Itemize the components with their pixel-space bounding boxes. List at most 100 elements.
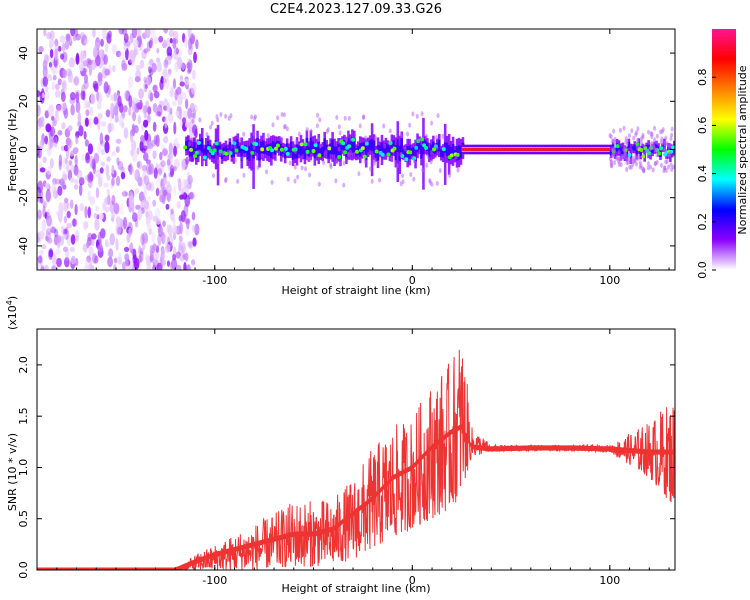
spectrogram-noise-cell <box>145 214 150 225</box>
spectrogram-noise-cell <box>187 174 193 185</box>
spectrogram-halo-cell <box>436 113 440 119</box>
spectrogram-peak <box>388 140 393 145</box>
spectrogram-noise-cell <box>65 33 71 42</box>
spectrogram-noise-cell <box>183 203 189 217</box>
spectrogram-noise-cell <box>43 54 49 65</box>
spectrogram-noise-cell <box>94 218 100 231</box>
spectrogram-noise-cell <box>175 110 180 117</box>
spectrogram-tone-core <box>583 148 587 151</box>
spectrogram-halo-cell <box>316 112 320 118</box>
spectrogram-halo-cell <box>412 176 416 182</box>
spectrogram-band-core <box>386 144 390 153</box>
spectrogram-noise-cell <box>84 205 88 219</box>
spectrogram-noise-cell <box>55 83 60 91</box>
spectrogram-noise-cell <box>92 253 98 264</box>
spectrogram-halo-cell <box>219 112 223 118</box>
spectrogram-noise-cell <box>45 90 50 101</box>
spectrogram-halo-cell <box>649 164 653 170</box>
spectrogram-halo-cell <box>347 115 351 121</box>
spectrogram-noise-cell <box>111 177 115 187</box>
spectrogram-noise-cell <box>37 209 42 220</box>
spectrogram-halo-cell <box>324 149 328 155</box>
spectrogram-noise-cell <box>84 175 90 181</box>
spectrogram-noise-cell <box>144 29 151 39</box>
spectrogram-noise-cell <box>55 248 61 256</box>
spectrogram-noise-cell <box>38 45 44 53</box>
spectrogram-band-core <box>374 149 378 158</box>
spectrogram-noise-cell <box>161 231 166 245</box>
spectrogram-band-core <box>388 146 392 157</box>
spectrogram-noise-cell <box>45 228 52 236</box>
spectrogram-noise-cell <box>59 35 66 43</box>
spectrogram-halo-cell <box>636 126 640 132</box>
spectrogram-noise-cell <box>44 85 49 92</box>
spectrogram-noise-cell <box>147 140 151 149</box>
spectrogram-noise-cell <box>147 60 151 71</box>
spectrogram-noise-cell <box>91 233 97 240</box>
spectrogram-noise-cell <box>54 109 59 119</box>
spectrogram-noise-cell <box>87 206 92 219</box>
spectrogram-band-core <box>321 146 325 157</box>
spectrogram-peak <box>392 146 397 151</box>
spectrogram-band-core <box>258 146 261 161</box>
spectrogram-tone-core <box>597 148 602 151</box>
spectrogram-noise-cell <box>145 100 149 109</box>
spectrogram-peak <box>196 140 201 145</box>
spectrogram-noise-cell <box>52 186 56 199</box>
spectrogram-halo-cell <box>282 112 286 118</box>
spectrogram-tone-core <box>541 148 546 151</box>
spectrogram-tone-core <box>503 148 507 151</box>
spectrogram-noise-cell <box>166 260 171 267</box>
spectrogram-y-axis-title: Frequency (Hz) <box>6 109 19 192</box>
spectrogram-tone-core <box>523 148 528 151</box>
spectrogram-halo-cell <box>369 166 373 172</box>
spectrogram-halo-cell <box>362 115 366 121</box>
spectrogram-peak <box>449 153 454 158</box>
spectrogram-tone-core <box>500 148 504 151</box>
spectrogram-noise-cell <box>85 109 90 117</box>
spectrogram-noise-cell <box>95 169 102 178</box>
spectrogram-peak <box>254 142 259 147</box>
spectrogram-band-core <box>394 144 398 160</box>
spectrogram-noise-cell <box>137 160 143 170</box>
spectrogram-noise-cell <box>184 252 189 262</box>
spectrogram-tone-core <box>595 148 599 151</box>
spectrogram-noise-cell <box>160 160 166 168</box>
spectrogram-band-core <box>315 144 319 156</box>
snr-panel: -100 0 100 0.0 0.5 1.0 1.5 2.0 Height of strai… <box>5 296 676 595</box>
spectrogram-noise-cell <box>192 104 198 113</box>
spectrogram-noise-cell <box>102 201 107 212</box>
snr-y-ticks: 0.0 0.5 1.0 1.5 2.0 <box>17 356 675 579</box>
spectrogram-noise-cell <box>46 214 52 227</box>
spectrogram-halo-cell <box>646 153 650 159</box>
spectrogram-halo-cell <box>318 117 322 123</box>
spectrogram-noise-cell <box>125 47 129 61</box>
spectrogram-noise-cell <box>144 129 149 141</box>
spectrogram-noise-cell <box>73 164 79 176</box>
spectrogram-noise-cell <box>187 46 193 56</box>
spectrogram-noise-cell <box>44 110 49 119</box>
spectrogram-halo-cell <box>346 151 350 157</box>
spectrogram-noise-cell <box>37 104 41 117</box>
snr-y-tick-label: 0.0 <box>17 561 30 579</box>
spectrogram-noise-cell <box>162 220 166 228</box>
spectrogram-halo-cell <box>217 159 221 165</box>
spectrogram-band-core <box>299 141 303 156</box>
spectrogram-tone-core <box>485 148 489 151</box>
spectrogram-halo-cell <box>625 167 629 173</box>
spectrogram-noise-cell <box>111 194 116 206</box>
spectrogram-noise-cell <box>142 104 146 115</box>
spectrogram-tone-core <box>509 148 513 151</box>
spectrogram-noise-cell <box>73 184 79 190</box>
spectrogram-tone-core <box>461 148 466 151</box>
spectrogram-band-core <box>238 145 242 154</box>
spectrogram-noise-cell <box>41 92 45 99</box>
spectrogram-halo-cell <box>637 144 641 150</box>
spectrogram-noise-cell <box>133 257 140 270</box>
spectrogram-noise-cell <box>163 135 169 144</box>
spectrogram-noise-cell <box>169 107 173 115</box>
spectrogram-peak <box>412 156 417 161</box>
spectrogram-halo-cell <box>609 160 613 166</box>
spectrogram-noise-cell <box>173 185 177 197</box>
spectrogram-noise-cell <box>132 111 137 122</box>
